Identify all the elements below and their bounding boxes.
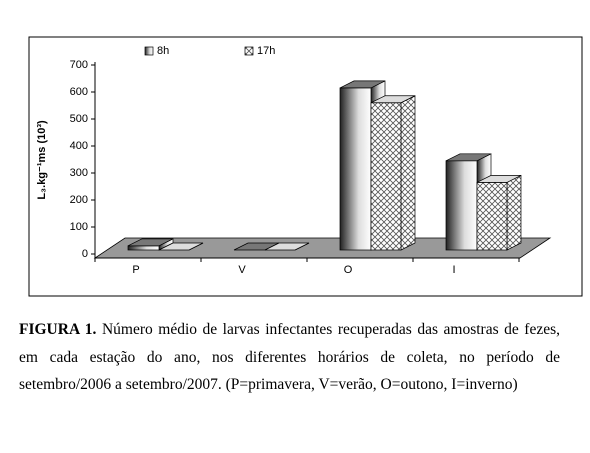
legend-swatch [144,46,154,56]
x-tick-label: O [344,264,353,276]
caption-label: FIGURA 1. [19,321,97,338]
chart: L₃.kg⁻¹ms (10³) 0 100 200 300 400 500 600 700 P V… [28,36,583,297]
x-tick-label: I [452,264,455,276]
x-tick-label: V [238,264,246,276]
y-tick-label: 700 [70,59,88,71]
bar [370,102,402,251]
x-tick-label: P [132,264,139,276]
y-tick-label: 100 [70,221,88,233]
bar-top [339,80,386,89]
caption-text: Número médio de larvas infectantes recup… [19,321,560,393]
bar-top [476,175,522,183]
y-tick-label: 0 [82,248,88,260]
y-tick-label: 300 [70,167,88,179]
y-tick-label: 600 [70,86,88,98]
bar-side [400,95,416,251]
bar [476,182,508,251]
bar [445,160,478,251]
bar [127,245,160,251]
bar-side [506,174,522,251]
bar-top [264,242,310,251]
bar-top [445,153,492,162]
y-tick-label: 200 [70,194,88,206]
y-axis-label: L₃.kg⁻¹ms (10³) [36,120,48,200]
caption: FIGURA 1. Número médio de larvas infecta… [19,316,560,399]
y-tick-label: 500 [70,113,88,125]
bar [339,87,372,251]
chart-frame [28,36,583,297]
legend-swatch [244,46,254,56]
legend-label: 8h [157,45,169,57]
bar-top [370,95,416,104]
y-tick-label: 400 [70,140,88,152]
bar-top [158,242,204,251]
bar-top [127,238,174,247]
legend-label: 17h [257,45,275,57]
